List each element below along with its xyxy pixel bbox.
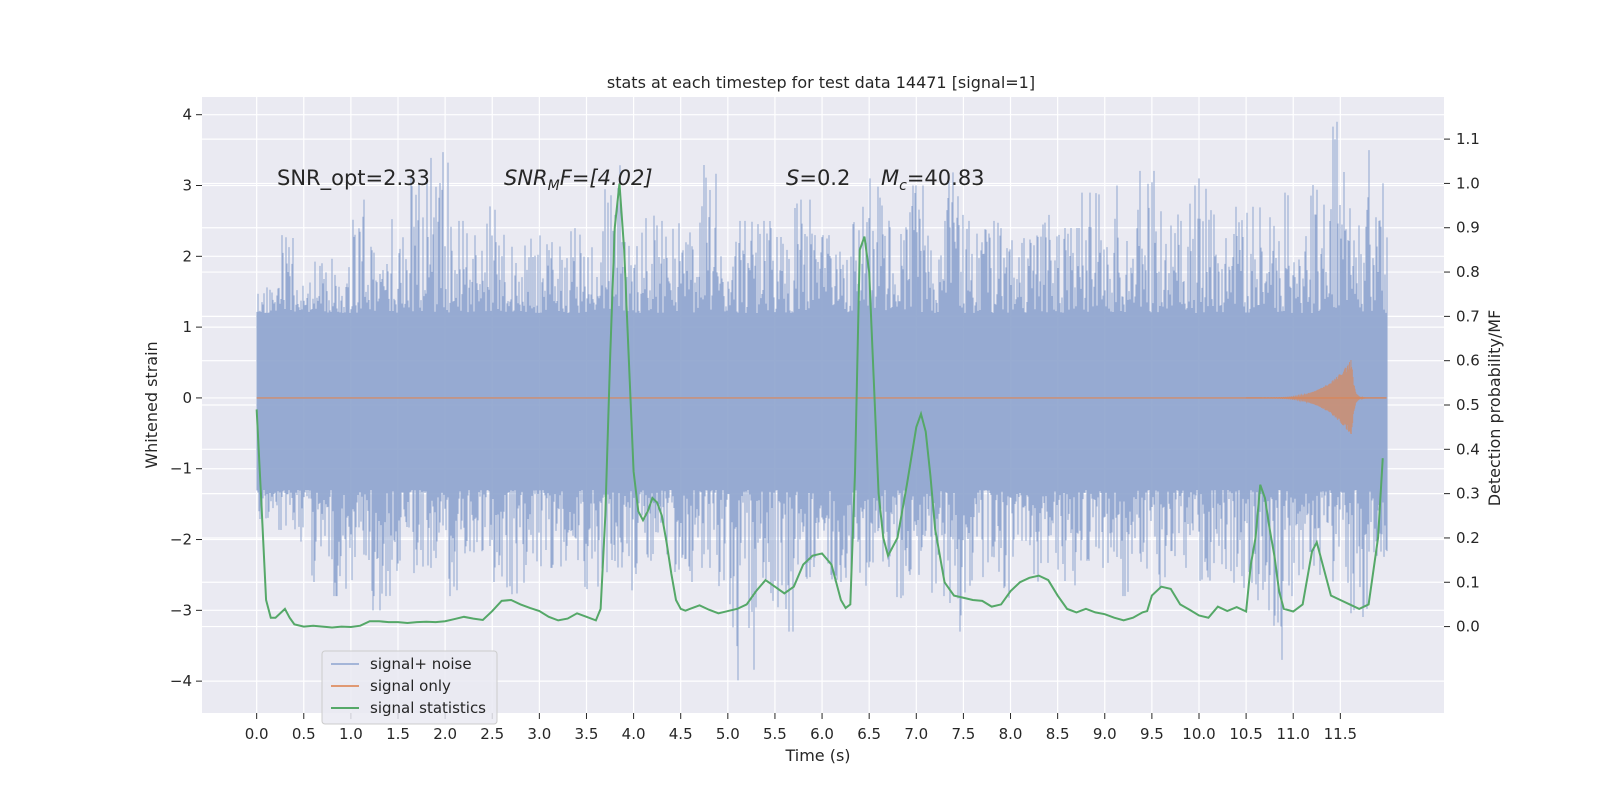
y-axis-right-ticks: 1.1 1.0 0.9 0.8 0.7 0.6 0.5 0.4 0.3 0.2 0.1 0.0 (1444, 130, 1480, 636)
legend-label-signal-noise: signal+ noise (370, 655, 472, 673)
signal-only-chirp (1246, 360, 1387, 435)
y-right-tick-label: 0.0 (1456, 618, 1480, 636)
legend-box (321, 650, 498, 725)
x-tick-label: 2.5 (480, 725, 504, 743)
y-right-tick-label: 0.8 (1456, 263, 1480, 281)
annotation-s: S=0.2 (786, 166, 850, 190)
annotation-mc: Mc=40.83 (881, 166, 985, 194)
x-tick-label: 4.0 (622, 725, 646, 743)
y-axis-left-ticks: 4 3 2 1 0 −1 −2 −3 −4 (170, 106, 202, 690)
y-left-tick-label: −4 (170, 672, 192, 690)
x-tick-label: 5.0 (716, 725, 740, 743)
x-axis-label: Time (s) (784, 746, 850, 765)
x-tick-label: 1.5 (386, 725, 410, 743)
series-signal-statistics (255, 183, 1384, 629)
x-tick-label: 3.5 (575, 725, 599, 743)
x-axis-ticks: 0.0 0.5 1.0 1.5 2.0 2.5 3.0 3.5 4.0 4.5 5.0 5.5 6.0 6… (245, 713, 1357, 743)
series-signal-noise (256, 121, 1388, 681)
x-tick-label: 6.0 (810, 725, 834, 743)
y-left-tick-label: −1 (170, 460, 192, 478)
annotation-mc-name: M (881, 166, 899, 190)
x-tick-label: 5.5 (763, 725, 787, 743)
y-left-tick-label: −2 (170, 531, 192, 549)
signal-statistics-line (255, 183, 1384, 629)
x-tick-label: 8.0 (999, 725, 1023, 743)
x-tick-label: 7.5 (951, 725, 975, 743)
x-tick-label: 11.0 (1277, 725, 1310, 743)
legend: signal+ noise signal only signal statist… (321, 650, 498, 725)
x-tick-label: 0.5 (292, 725, 316, 743)
annotations: SNR_opt=2.33 SNRMF=[4.02] S=0.2 Mc=40.83 (277, 166, 985, 194)
legend-label-signal-only: signal only (370, 677, 451, 695)
y-left-tick-label: 1 (182, 318, 192, 336)
y-right-tick-label: 1.1 (1456, 130, 1480, 148)
annotation-s-value: =0.2 (799, 166, 850, 190)
x-tick-label: 9.5 (1140, 725, 1164, 743)
y-left-tick-label: 3 (182, 177, 192, 195)
y-right-tick-label: 0.1 (1456, 573, 1480, 591)
x-tick-label: 4.5 (669, 725, 693, 743)
y-right-tick-label: 0.4 (1456, 440, 1480, 458)
x-tick-label: 3.0 (527, 725, 551, 743)
y-left-tick-label: 0 (182, 389, 192, 407)
x-tick-label: 6.5 (857, 725, 881, 743)
annotation-mc-sub: c (899, 178, 907, 194)
series-signal-only (256, 360, 1387, 435)
x-tick-label: 11.5 (1324, 725, 1357, 743)
y-right-tick-label: 0.3 (1456, 485, 1480, 503)
y-right-tick-label: 0.2 (1456, 529, 1480, 547)
y-right-tick-label: 0.5 (1456, 396, 1480, 414)
y-right-tick-label: 0.9 (1456, 219, 1480, 237)
annotation-mc-value: =40.83 (907, 166, 985, 190)
chart-title: stats at each timestep for test data 144… (607, 73, 1035, 92)
x-tick-label: 2.0 (433, 725, 457, 743)
x-tick-label: 8.5 (1046, 725, 1070, 743)
annotation-snr-mf-value: F=[4.02] (560, 166, 653, 190)
annotation-snr-opt: SNR_opt=2.33 (277, 166, 430, 191)
y-right-tick-label: 0.6 (1456, 352, 1480, 370)
legend-label-signal-statistics: signal statistics (370, 699, 486, 717)
y-axis-left-label: Whitened strain (142, 341, 161, 468)
y-left-tick-label: −3 (170, 601, 192, 619)
x-tick-label: 10.0 (1182, 725, 1215, 743)
x-tick-label: 0.0 (245, 725, 269, 743)
y-right-tick-label: 0.7 (1456, 307, 1480, 325)
annotation-snr-mf-sub: M (548, 178, 560, 194)
y-right-tick-label: 1.0 (1456, 174, 1480, 192)
x-tick-label: 9.0 (1093, 725, 1117, 743)
y-axis-right-label: Detection probability/MF (1485, 310, 1504, 507)
x-tick-label: 1.0 (339, 725, 363, 743)
annotation-snr-mf-name: SNR (504, 166, 548, 190)
annotation-snr-mf: SNRMF=[4.02] (504, 166, 653, 194)
x-tick-label: 10.5 (1229, 725, 1262, 743)
annotation-s-name: S (786, 166, 799, 190)
y-left-tick-label: 4 (182, 106, 192, 124)
y-left-tick-label: 2 (182, 247, 192, 265)
x-tick-label: 7.0 (904, 725, 928, 743)
